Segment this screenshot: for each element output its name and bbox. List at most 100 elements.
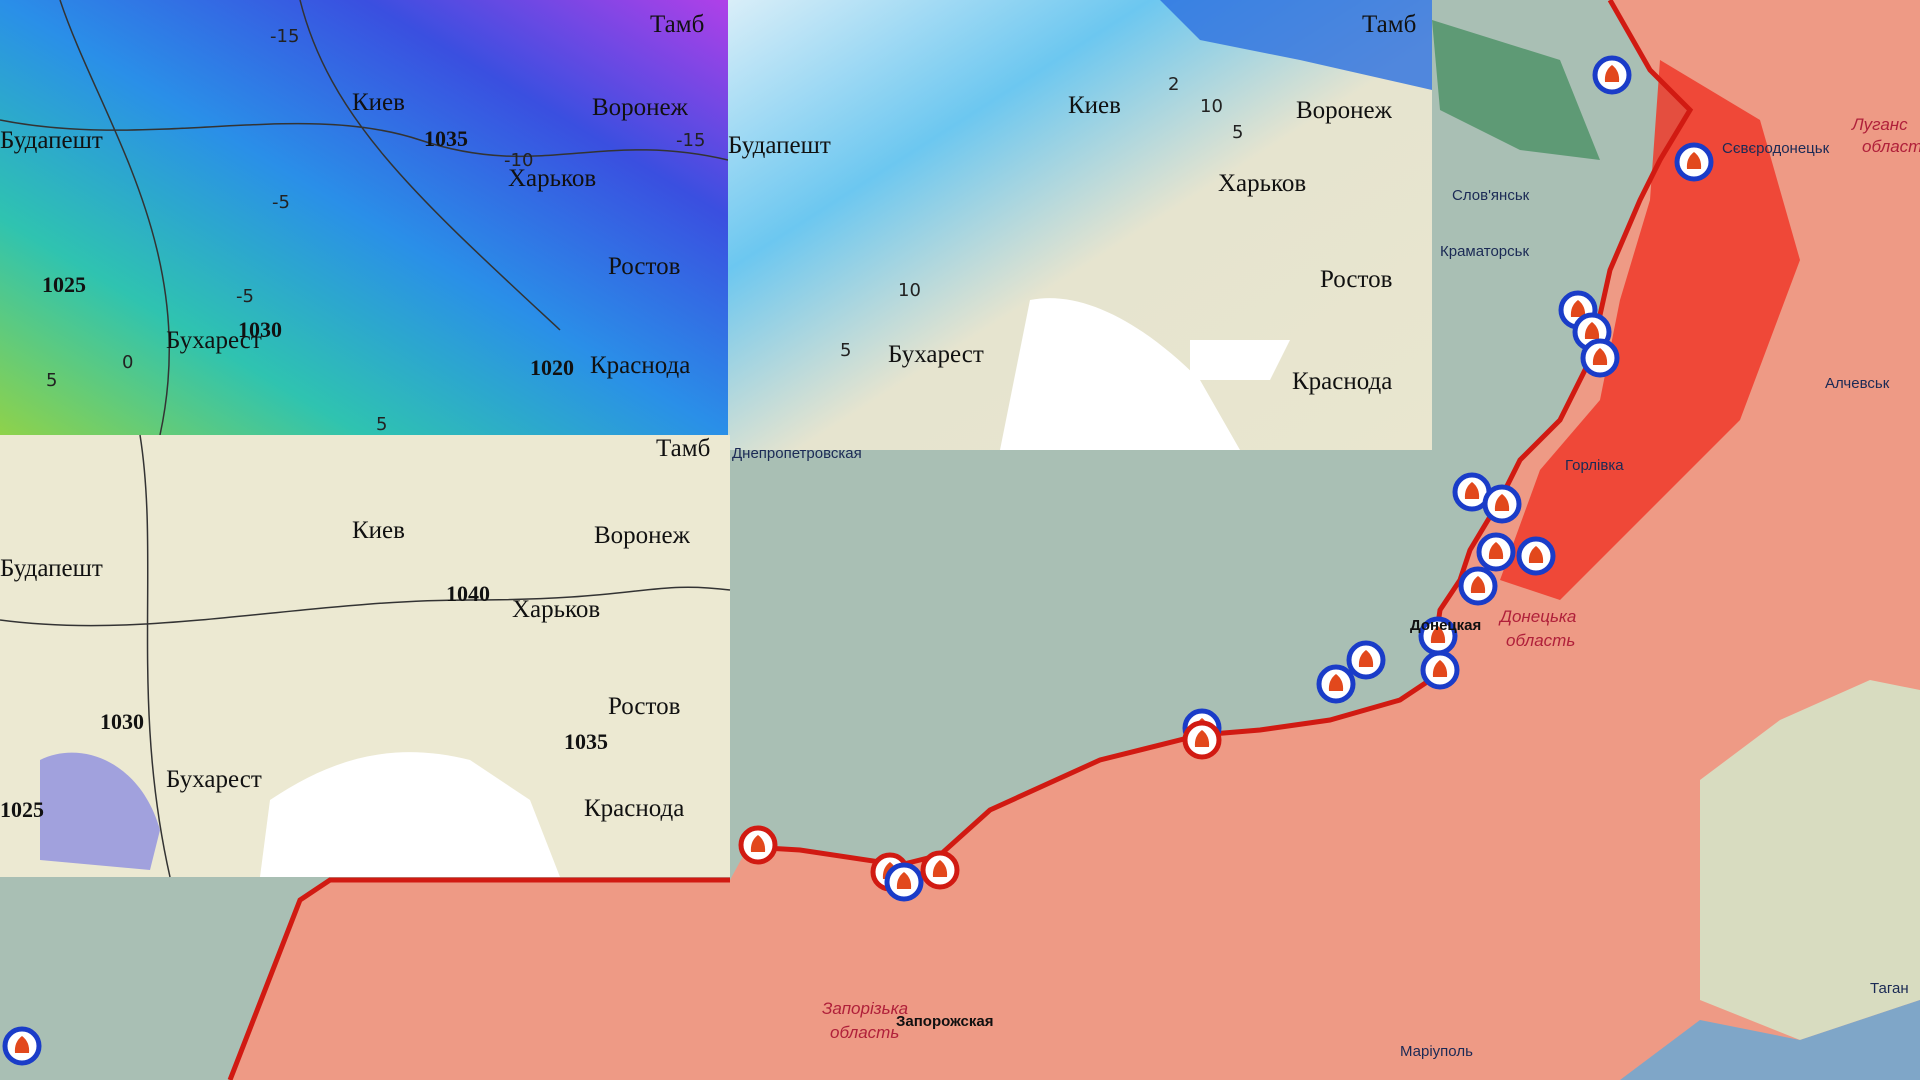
snow-area [40,752,160,870]
city: Тамб [656,435,710,462]
city: Будапешт [0,127,103,154]
pressure-label: 1030 [238,317,282,342]
city: Воронеж [592,94,689,121]
pressure-label: 1035 [564,729,608,754]
pressure-label: 1040 [446,581,490,606]
temperature-label: -10 [504,150,533,171]
temperature-label: -5 [236,286,254,307]
depth-label: 10 [898,280,921,301]
place: Горлівка [1565,457,1624,474]
fire-icon [1494,494,1510,511]
city: Ростов [608,693,680,720]
city: Краснода [590,352,690,379]
place: Таган [1870,980,1909,997]
city: Будапешт [0,555,103,582]
russian-label: Донецкая [1410,617,1481,634]
pressure-label: 1025 [42,272,86,297]
sea [1620,1000,1920,1080]
city: Киев [352,517,405,544]
snow-area [1160,0,1432,90]
fire-icon [1430,626,1446,643]
city: Краснода [584,795,684,822]
temperature-panel [0,0,728,435]
city: Киев [352,89,405,116]
city: Тамб [1362,11,1416,38]
city: Будапешт [728,132,831,159]
fire-icon [1470,576,1486,593]
region: областн [1862,137,1920,156]
pressure-label: 1025 [0,797,44,822]
city: Ростов [608,253,680,280]
fire-icon [1194,730,1210,747]
pressure-label: 1030 [100,709,144,734]
place: Днепропетровская [732,445,862,462]
depth-label: 10 [1200,96,1223,117]
region: область [830,1023,899,1042]
region: Донецька [1498,607,1576,626]
sea [260,752,560,877]
depth-label: 5 [840,340,851,361]
temperature-label: 0 [122,352,133,373]
front-line [227,877,730,1080]
snow-labels: Киев Воронеж Будапешт Харьков Ростов Бух… [728,11,1416,395]
fire-icon [1358,650,1374,667]
fire-icon [1604,65,1620,82]
fire-icon [1464,482,1480,499]
occupied-area [230,0,1920,1080]
city: Тамб [650,11,704,38]
fire-icon [1592,348,1608,365]
fire-icon [932,860,948,877]
city: Воронеж [594,522,691,549]
place: Маріуполь [1400,1043,1473,1060]
place: Алчевськ [1825,375,1890,392]
temperature-label: -5 [272,192,290,213]
fire-icon [1528,546,1544,563]
fire-icon [1686,152,1702,169]
temperature-label: -15 [676,130,705,151]
russian-label: Запорожская [896,1013,993,1030]
urban-area [1500,60,1800,600]
city: Киев [1068,92,1121,119]
borders [0,434,731,878]
city: Бухарест [166,327,262,354]
city: Бухарест [166,766,262,793]
region: Запорізька [822,999,908,1018]
depth-label: 2 [1168,74,1179,95]
pressure-label: 1035 [424,126,468,151]
fire-icon [1432,660,1448,677]
city: Бухарест [888,341,984,368]
depth-label: 5 [1232,122,1243,143]
fire-icon [750,835,766,852]
pressure-labels: Киев Воронеж Будапешт Харьков Ростов Бух… [0,435,710,822]
place: Краматорськ [1440,243,1529,260]
temperature-label: -15 [270,26,299,47]
city: Харьков [1218,170,1306,197]
temperature-label: 5 [376,414,387,435]
temperature-label: 5 [46,370,57,391]
city: Харьков [512,596,600,623]
fire-icon [1570,300,1586,317]
front-line [747,0,1694,868]
event-markers [2,55,1714,1066]
fire-icon [1488,542,1504,559]
region: Луганс [1851,115,1908,134]
borders [0,0,729,436]
fire-icon [896,872,912,889]
city: Харьков [508,165,596,192]
fire-icon [1328,674,1344,691]
city: Воронеж [1296,97,1393,124]
pressure-label: 1020 [530,355,574,380]
land-area [1700,680,1920,1040]
fire-icon [1584,322,1600,339]
region: область [1506,631,1575,650]
temperature-labels: Киев Воронеж Будапешт Харьков Ростов Бух… [0,11,705,435]
city: Ростов [1320,266,1392,293]
fire-icon [14,1036,30,1053]
place: Сєвєродонецьк [1722,140,1830,157]
place: Слов'янськ [1452,187,1530,204]
sea [1000,298,1290,450]
forest [1432,20,1600,160]
city: Краснода [1292,368,1392,395]
front-map-labels: Сєвєродонецьк Слов'янськ Краматорськ Алч… [732,115,1920,1060]
